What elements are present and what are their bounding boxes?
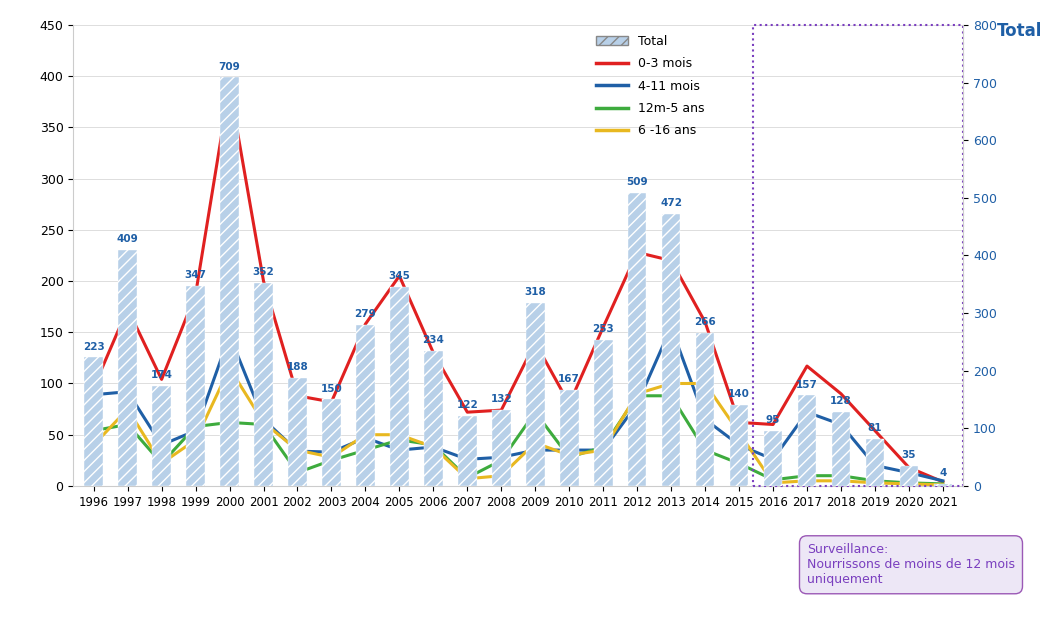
Text: 352: 352 xyxy=(252,267,274,277)
Bar xyxy=(866,439,885,486)
Text: 347: 347 xyxy=(184,270,206,280)
Bar xyxy=(356,325,375,486)
Text: 95: 95 xyxy=(765,416,780,426)
Text: 253: 253 xyxy=(593,325,614,335)
Bar xyxy=(254,283,273,486)
Text: 150: 150 xyxy=(320,384,342,394)
Bar xyxy=(934,483,952,486)
Bar xyxy=(492,410,511,486)
Text: Total: Total xyxy=(997,22,1042,40)
Text: 234: 234 xyxy=(422,335,444,345)
Bar xyxy=(391,287,408,486)
Bar xyxy=(288,378,307,486)
Text: 409: 409 xyxy=(117,234,138,244)
Text: 157: 157 xyxy=(796,379,818,390)
Text: 472: 472 xyxy=(660,198,682,208)
Text: 81: 81 xyxy=(868,424,883,434)
Bar xyxy=(85,358,103,486)
Bar xyxy=(662,214,681,486)
Bar xyxy=(899,466,918,486)
Text: 174: 174 xyxy=(151,370,173,380)
Bar xyxy=(628,193,646,486)
Bar xyxy=(458,416,476,486)
Text: 266: 266 xyxy=(694,317,716,327)
Bar xyxy=(322,399,340,486)
Bar xyxy=(730,406,749,486)
Text: Surveillance:
Nourrissons de moins de 12 mois
uniquement: Surveillance: Nourrissons de moins de 12… xyxy=(807,543,1015,586)
Bar xyxy=(594,340,612,486)
Bar xyxy=(526,303,544,486)
Text: 122: 122 xyxy=(456,400,478,410)
Bar xyxy=(220,77,239,486)
Text: 4: 4 xyxy=(939,468,946,478)
Bar xyxy=(831,412,850,486)
Bar xyxy=(186,286,205,486)
Text: 509: 509 xyxy=(626,177,648,187)
Text: 709: 709 xyxy=(219,62,241,72)
Text: 223: 223 xyxy=(83,341,105,351)
Bar xyxy=(424,351,443,486)
Bar xyxy=(696,333,714,486)
Text: 167: 167 xyxy=(558,374,580,384)
Bar xyxy=(152,386,171,486)
Bar xyxy=(118,250,137,486)
Legend: Total, 0-3 mois, 4-11 mois, 12m-5 ans, 6 -16 ans: Total, 0-3 mois, 4-11 mois, 12m-5 ans, 6… xyxy=(593,31,708,141)
Text: 318: 318 xyxy=(525,287,547,297)
Text: 345: 345 xyxy=(388,272,410,282)
Bar xyxy=(763,431,782,486)
Text: 140: 140 xyxy=(728,389,750,399)
Text: 128: 128 xyxy=(830,396,852,406)
Text: 188: 188 xyxy=(287,362,309,372)
Text: 132: 132 xyxy=(490,394,512,404)
Bar xyxy=(798,396,817,486)
Text: 35: 35 xyxy=(901,450,916,460)
Bar xyxy=(560,390,579,486)
Text: 279: 279 xyxy=(355,310,376,320)
Bar xyxy=(753,25,963,486)
